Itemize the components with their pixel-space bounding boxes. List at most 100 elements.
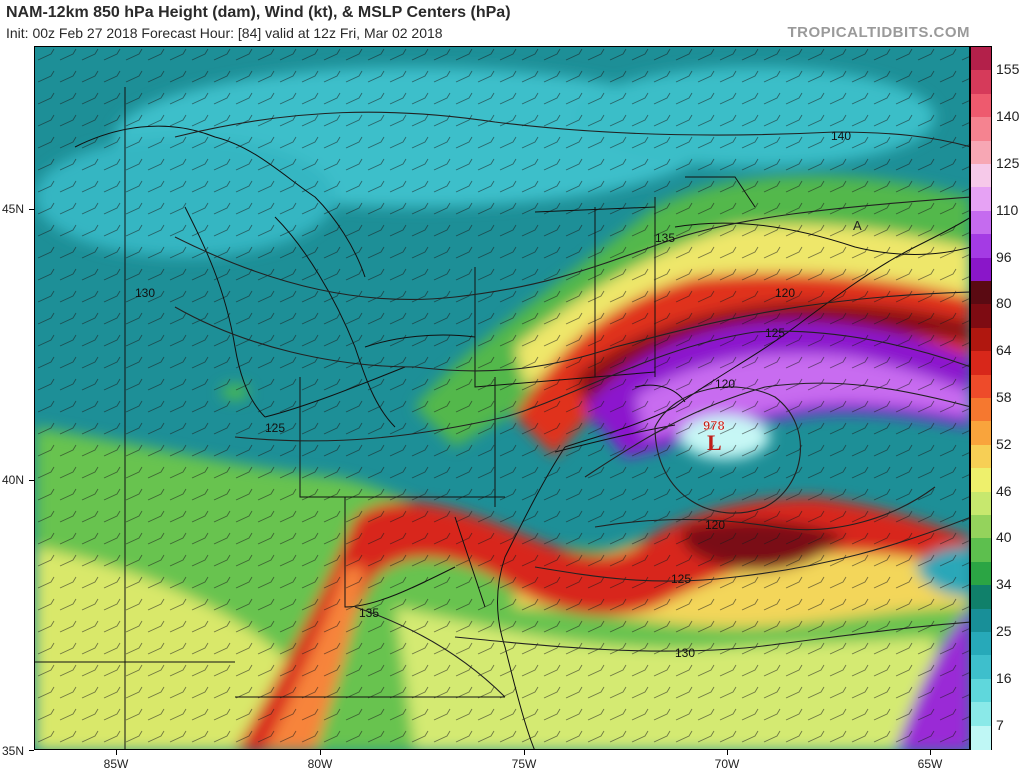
colorbar-swatch [971,70,991,95]
lat-label-40n: 40N [2,473,25,487]
contour-label-9: 125 [671,572,691,586]
wind-barbs [35,47,969,749]
contour-130 [174,291,969,372]
lon-tick-80w [320,750,321,755]
contour-label-5: 120 [775,286,795,300]
great-lakes-superior [74,125,366,278]
contour-label-11: 135 [359,606,379,620]
lon-tick-70w [727,750,728,755]
contour-130-south [454,621,969,652]
colorbar-label: 34 [996,576,1012,593]
contour-label-6: 120 [715,377,735,391]
colorbar-label: 110 [996,201,1019,218]
colorbar-label: 25 [996,623,1012,639]
colorbar-label: 155 [996,61,1020,78]
colorbar-swatch [971,374,991,399]
brand-watermark: TROPICALTIDBITS.COM [787,24,970,41]
colorbar-swatch [971,608,991,633]
colorbar-label: 46 [996,482,1012,499]
colorbar-swatch [971,140,991,165]
low-pressure-value: 978 [703,418,725,433]
state-border-9 [685,176,756,208]
colorbar-swatch [971,421,991,446]
coastlines [35,87,969,749]
weather-map: 140 135 130 125 120 120 125 120 125 130 … [34,46,970,750]
colorbar-label: 64 [996,342,1012,359]
lon-label-65w: 65W [917,757,943,771]
lat-tick-35n [29,750,34,751]
colorbar-swatch [971,327,991,352]
contour-120-south [594,486,936,531]
contour-labels: 140 135 130 125 120 120 125 120 125 130 … [135,129,851,660]
contour-label-2: 135 [655,231,675,245]
colorbar-swatch [971,47,991,71]
maine-coast [674,222,969,255]
great-lakes-ontario [364,334,476,348]
lon-label-70w: 70W [714,757,740,771]
colorbar-swatch [971,655,991,680]
colorbar-swatch [971,257,991,282]
chesapeake [454,516,486,608]
colorbar [970,46,992,750]
state-border-7 [594,207,656,378]
colorbar-swatch [971,468,991,493]
state-border-4 [344,497,456,608]
colorbar-swatch [971,117,991,142]
colorbar-swatch [971,538,991,563]
colorbar-label: 125 [996,155,1020,171]
lat-label-35n: 35N [2,744,25,758]
new-england-coast [564,217,969,448]
colorbar-label: 52 [996,435,1012,452]
chart-subtitle: Init: 00z Feb 27 2018 Forecast Hour: [84… [6,25,443,41]
great-lakes-erie [264,366,406,418]
colorbar-swatch [971,561,991,586]
colorbar-swatch [971,281,991,305]
long-island [554,424,676,453]
lon-tick-65w [930,750,931,755]
state-border-10 [534,206,656,213]
colorbar-swatch [971,187,991,212]
contour-120-north [584,382,969,478]
lon-label-85w: 85W [103,757,129,771]
contour-label-8: 120 [705,518,725,532]
colorbar-swatch [971,444,991,469]
colorbar-swatch [971,632,991,656]
contour-135 [174,196,969,301]
contour-label-4: 125 [765,326,785,340]
great-lakes-huron [274,216,396,428]
colorbar-swatch [971,351,991,376]
state-border-3 [299,377,505,498]
colorbar-label: 140 [996,108,1020,125]
lat-label-45n: 45N [2,202,25,216]
contour-low-ring [654,386,801,514]
colorbar-label: 80 [996,295,1012,312]
colorbar-swatch [971,491,991,516]
chart-title: NAM-12km 850 hPa Height (dam), Wind (kt)… [6,4,511,21]
colorbar-label: 96 [996,248,1012,265]
lat-tick-45n [29,209,34,210]
colorbar-swatch [971,164,991,188]
contour-125-south [534,517,969,582]
header: NAM-12km 850 hPa Height (dam), Wind (kt)… [0,0,1024,46]
contour-135-south [354,606,506,698]
contour-125 [234,330,969,442]
contour-140 [174,111,969,148]
colorbar-swatch [971,585,991,610]
colorbar-swatch [971,678,991,703]
state-border-6 [474,267,596,388]
colorbar-label: 7 [996,716,1004,733]
colorbar-label: 16 [996,669,1012,686]
lon-tick-85w [116,750,117,755]
contour-label-10: 130 [675,646,695,660]
colorbar-label: 58 [996,389,1012,405]
colorbar-swatch [971,725,991,750]
map-svg: 140 135 130 125 120 120 125 120 125 130 … [35,47,969,749]
high-marker: A [853,218,862,233]
contour-label-3: 130 [135,286,155,300]
colorbar-swatch [971,93,991,118]
colorbar-swatch [971,515,991,539]
colorbar-swatch [971,702,991,727]
lon-label-80w: 80W [307,757,333,771]
contour-label-7: 125 [265,421,285,435]
contour-label-1: 140 [831,129,851,143]
